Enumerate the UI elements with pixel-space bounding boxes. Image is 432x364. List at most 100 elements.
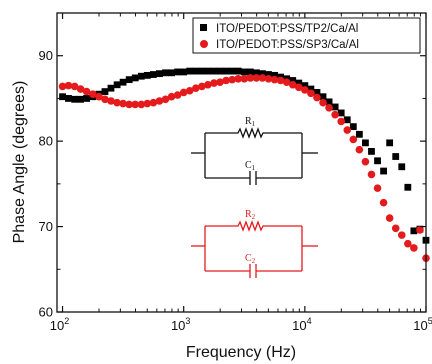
data-point-square: [156, 70, 163, 78]
legend-marker-tp2: [200, 24, 207, 31]
data-point-circle: [155, 97, 164, 105]
data-point-square: [137, 72, 145, 80]
data-point-circle: [404, 239, 412, 248]
data-point-square: [349, 123, 357, 131]
data-point-square: [374, 157, 381, 165]
data-point-square: [246, 68, 254, 76]
data-point-square: [216, 67, 224, 75]
data-point-circle: [167, 92, 176, 101]
data-point-square: [240, 68, 248, 76]
legend-marker-sp3: [200, 40, 208, 48]
data-point-circle: [343, 126, 352, 134]
data-point-circle: [82, 87, 91, 96]
data-point-circle: [331, 110, 339, 119]
data-point-circle: [216, 78, 224, 86]
data-point-circle: [95, 92, 103, 101]
y-axis-title: Phase Angle (degrees): [11, 81, 28, 244]
data-point-square: [337, 109, 345, 117]
data-point-circle: [385, 214, 394, 222]
data-point-square: [119, 78, 127, 86]
x-tick-label: 104: [292, 316, 311, 333]
data-point-circle: [313, 93, 321, 102]
data-point-circle: [397, 231, 406, 239]
data-point-square: [107, 84, 115, 92]
x-tick-label: 103: [171, 316, 190, 333]
series-sp3: [58, 74, 430, 262]
inset-circuit-rc1: R1 C1: [191, 116, 318, 185]
data-point-square: [289, 77, 297, 84]
data-point-circle: [367, 170, 376, 179]
inset-circuit-rc2: R2 C2: [191, 209, 318, 278]
data-point-circle: [222, 76, 230, 85]
resistor-r2-symbol: [205, 220, 302, 232]
data-point-square: [149, 71, 157, 78]
data-point-square: [355, 130, 363, 138]
data-point-circle: [252, 74, 261, 82]
data-point-square: [252, 69, 260, 77]
data-point-circle: [264, 74, 273, 83]
data-point-circle: [379, 198, 388, 207]
data-point-square: [162, 69, 169, 77]
y-tick-label: 80: [39, 134, 53, 149]
data-point-circle: [337, 117, 345, 126]
data-point-circle: [294, 83, 303, 92]
data-point-square: [131, 74, 139, 82]
x-axis-title: Frequency (Hz): [186, 344, 296, 361]
data-point-circle: [361, 157, 370, 166]
data-point-square: [174, 68, 182, 76]
data-point-circle: [270, 75, 279, 84]
data-point-square: [313, 89, 321, 96]
data-point-circle: [131, 100, 140, 109]
data-point-circle: [89, 90, 97, 98]
data-points: [58, 67, 430, 262]
data-point-circle: [143, 99, 152, 108]
data-point-square: [331, 103, 339, 111]
data-point-circle: [58, 82, 67, 91]
data-point-square: [210, 67, 218, 75]
data-point-square: [113, 81, 121, 89]
data-point-square: [228, 67, 236, 75]
data-point-circle: [355, 145, 364, 154]
data-point-square: [404, 183, 412, 191]
data-point-square: [410, 227, 418, 235]
data-point-circle: [234, 74, 243, 83]
resistor-r1-label: R1: [245, 116, 256, 128]
data-point-square: [222, 67, 230, 75]
data-point-square: [343, 116, 351, 124]
data-point-circle: [325, 104, 333, 112]
legend-box: [192, 17, 421, 54]
data-point-circle: [64, 81, 73, 90]
data-point-circle: [307, 89, 315, 98]
data-point-circle: [391, 224, 400, 233]
x-tick-label: 102: [50, 316, 69, 333]
data-point-square: [325, 98, 333, 106]
data-point-circle: [319, 98, 327, 107]
data-point-square: [265, 71, 272, 78]
resistor-r2-label: R2: [245, 209, 256, 221]
data-point-square: [259, 70, 266, 78]
data-point-circle: [282, 78, 291, 86]
data-point-square: [186, 67, 194, 75]
data-point-circle: [258, 74, 267, 82]
data-point-square: [295, 79, 303, 87]
data-point-circle: [113, 98, 121, 107]
data-point-circle: [288, 80, 297, 89]
data-point-square: [101, 88, 109, 95]
data-point-square: [59, 93, 66, 101]
data-point-square: [198, 67, 206, 75]
data-point-square: [83, 95, 91, 102]
data-point-circle: [149, 98, 158, 107]
data-point-circle: [246, 74, 255, 82]
data-point-circle: [137, 100, 146, 109]
data-point-square: [362, 139, 369, 147]
data-point-square: [392, 153, 400, 160]
data-point-square: [380, 167, 387, 175]
data-point-circle: [240, 74, 249, 83]
data-point-square: [125, 76, 133, 84]
data-point-square: [192, 67, 200, 75]
data-point-circle: [101, 95, 109, 104]
y-tick-label: 90: [39, 48, 53, 63]
data-point-circle: [349, 135, 358, 144]
